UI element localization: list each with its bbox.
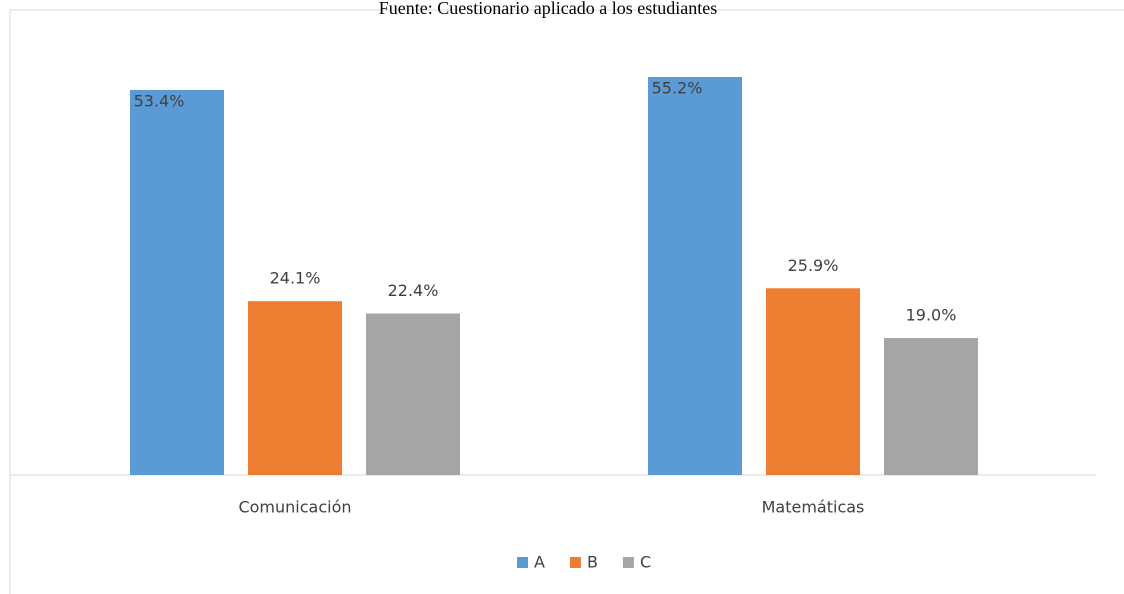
data-label: 19.0% <box>906 306 957 325</box>
bar <box>766 288 860 475</box>
x-tick-label: Comunicación <box>238 498 351 517</box>
legend-label: C <box>640 553 651 572</box>
data-label: 22.4% <box>388 281 439 300</box>
data-label: 25.9% <box>788 256 839 275</box>
bar <box>648 77 742 476</box>
data-label: 53.4% <box>134 91 185 110</box>
bar <box>884 338 978 475</box>
legend-label: A <box>534 553 545 572</box>
legend-swatch <box>517 557 528 568</box>
data-label: 24.1% <box>270 269 321 288</box>
bar <box>248 301 342 475</box>
legend-label: B <box>587 553 598 572</box>
data-label: 55.2% <box>652 79 703 98</box>
legend-swatch <box>622 557 634 568</box>
chart-title: Fuente: Cuestionario aplicado a los estu… <box>379 0 717 18</box>
bar <box>130 89 224 476</box>
legend-swatch <box>569 557 581 568</box>
x-tick-label: Matemáticas <box>762 498 865 517</box>
bar <box>366 313 460 475</box>
